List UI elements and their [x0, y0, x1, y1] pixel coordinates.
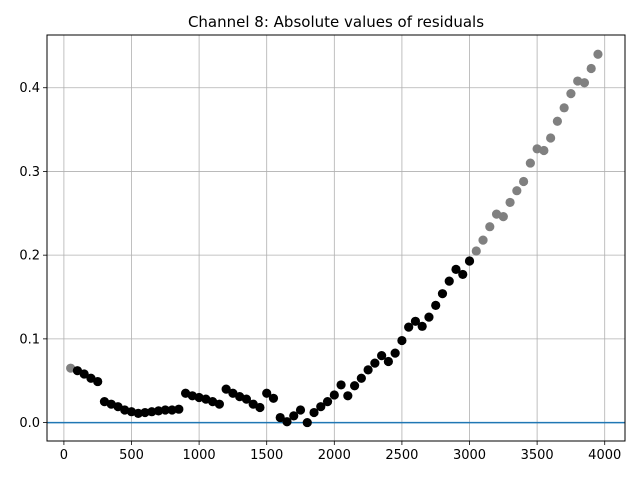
- residual-point: [79, 369, 89, 379]
- y-tick-label: 0.1: [19, 332, 40, 347]
- outlier-point: [552, 116, 562, 126]
- y-tick-label: 0.0: [19, 416, 40, 431]
- residual-point: [383, 356, 393, 367]
- outlier-point: [586, 63, 596, 74]
- residual-point: [451, 264, 461, 274]
- residual-point: [262, 388, 272, 398]
- outlier-point: [525, 158, 535, 168]
- outlier-point: [505, 197, 515, 208]
- outlier-point: [485, 222, 495, 232]
- residual-point: [336, 380, 346, 390]
- residual-point: [174, 404, 184, 414]
- residual-point: [160, 405, 170, 415]
- x-tick-label: 1500: [250, 448, 283, 463]
- residual-point: [377, 351, 387, 361]
- x-axis-ticks: 0 500 1000 1500 2000 2500 3000 3500 4000: [60, 441, 621, 463]
- outlier-point: [566, 88, 576, 99]
- residual-point: [417, 321, 427, 331]
- residual-point: [322, 397, 333, 407]
- residual-point: [93, 376, 103, 387]
- chart-title: Channel 8: Absolute values of residuals: [188, 13, 484, 31]
- residual-point: [437, 289, 448, 299]
- x-tick-label: 2000: [318, 448, 351, 463]
- residual-point: [397, 335, 407, 346]
- residual-point: [221, 384, 231, 394]
- residual-point: [241, 394, 252, 404]
- residual-point: [309, 407, 319, 418]
- outlier-point: [498, 212, 508, 222]
- residual-point: [295, 405, 306, 415]
- outlier-point: [593, 49, 603, 59]
- y-tick-label: 0.4: [19, 81, 40, 96]
- outlier-point: [539, 145, 549, 156]
- residual-point: [255, 402, 265, 413]
- axes-frame: [46, 34, 626, 442]
- residual-point: [349, 381, 360, 391]
- residual-point: [268, 393, 279, 403]
- residual-point: [282, 417, 292, 427]
- residual-point: [329, 390, 339, 400]
- outlier-point: [579, 78, 590, 88]
- y-tick-label: 0.3: [19, 165, 40, 180]
- outlier-point: [546, 133, 556, 143]
- x-tick-label: 3500: [521, 448, 554, 463]
- residual-point: [464, 256, 475, 266]
- residual-point: [140, 407, 150, 418]
- outlier-point: [512, 186, 522, 196]
- residual-point: [316, 402, 326, 412]
- residual-point: [289, 411, 299, 421]
- residual-point: [410, 316, 421, 326]
- residual-point: [444, 276, 454, 286]
- y-axis-ticks: 0.0 0.1 0.2 0.3 0.4: [19, 81, 47, 431]
- residual-point: [431, 300, 441, 310]
- residual-point: [167, 405, 177, 415]
- outlier-point: [471, 246, 481, 256]
- residual-point: [404, 322, 414, 332]
- x-tick-label: 500: [119, 448, 144, 463]
- x-tick-label: 4000: [588, 448, 621, 463]
- y-tick-label: 0.2: [19, 249, 40, 264]
- data-points: [66, 49, 603, 428]
- residual-point: [343, 391, 353, 401]
- residual-point: [390, 348, 400, 358]
- outlier-point: [478, 235, 488, 245]
- x-tick-label: 3000: [453, 448, 486, 463]
- residual-point: [147, 407, 157, 417]
- residual-point: [458, 269, 468, 280]
- residual-point: [302, 417, 312, 428]
- residual-point: [214, 399, 224, 409]
- residual-point: [424, 312, 434, 322]
- outlier-point: [559, 103, 569, 113]
- residual-point: [275, 412, 285, 423]
- x-tick-label: 2500: [385, 448, 418, 463]
- residual-point: [133, 408, 143, 418]
- x-tick-label: 0: [60, 448, 68, 463]
- residual-point: [153, 406, 164, 416]
- residual-point: [363, 365, 373, 375]
- x-tick-label: 1000: [183, 448, 216, 463]
- residual-point: [356, 373, 366, 383]
- residual-point: [370, 358, 380, 368]
- outlier-point: [518, 176, 529, 187]
